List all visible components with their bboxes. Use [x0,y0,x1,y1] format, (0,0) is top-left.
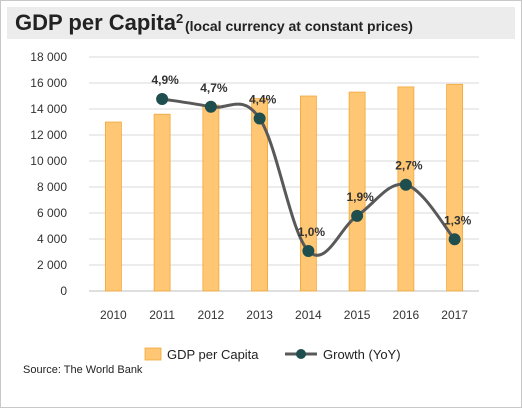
bar-2015 [348,91,366,292]
x-tick-label: 2014 [295,308,322,322]
y-tick-label: 14 000 [30,102,67,116]
x-tick-label: 2010 [100,308,127,322]
y-tick-label: 0 [60,284,67,298]
legend-label-growth: Growth (YoY) [323,347,401,362]
y-tick-label: 8 000 [37,180,67,194]
y-tick-label: 18 000 [30,50,67,64]
chart-title-text: GDP per Capita [15,10,176,35]
title-bar: GDP per Capita2 (local currency at const… [7,7,515,39]
growth-data-label: 4,4% [249,92,277,106]
growth-data-label: 1,9% [346,190,374,204]
growth-marker-2016 [399,178,412,191]
chart-title: GDP per Capita2 [15,10,183,36]
growth-data-label: 4,9% [151,73,179,87]
bar-2010 [104,121,122,292]
growth-marker-2017 [448,233,461,246]
x-tick-label: 2013 [246,308,273,322]
source-note: Source: The World Bank [23,364,143,376]
legend-marker-swatch [296,349,306,359]
growth-data-label: 1,3% [444,213,472,227]
growth-marker-2015 [351,209,364,222]
y-tick-label: 6 000 [37,206,67,220]
y-tick-label: 4 000 [37,232,67,246]
bar-2014 [299,95,317,292]
y-tick-label: 10 000 [30,154,67,168]
bar-2013 [251,98,269,292]
bar-2012 [202,104,220,292]
growth-marker-2012 [204,100,217,113]
bar-2011 [153,113,171,292]
chart-subtitle: (local currency at constant prices) [185,18,413,34]
y-tick-label: 12 000 [30,128,67,142]
legend-bar-swatch [144,347,162,361]
x-tick-label: 2011 [149,308,175,322]
growth-data-label: 4,7% [200,81,228,95]
growth-marker-2011 [156,93,169,105]
growth-marker-2014 [302,245,315,257]
growth-data-label: 2,7% [395,159,423,173]
chart-title-superscript: 2 [175,11,184,26]
legend-label-gdp: GDP per Capita [167,347,259,362]
x-tick-label: 2015 [344,308,371,322]
growth-marker-2013 [253,112,266,125]
x-tick-label: 2016 [393,308,420,322]
y-tick-label: 16 000 [30,76,67,90]
growth-data-label: 1,0% [298,225,326,239]
y-tick-label: 2 000 [37,258,67,272]
x-tick-label: 2012 [198,308,225,322]
x-tick-label: 2017 [441,308,468,322]
bar-2017 [446,83,464,292]
